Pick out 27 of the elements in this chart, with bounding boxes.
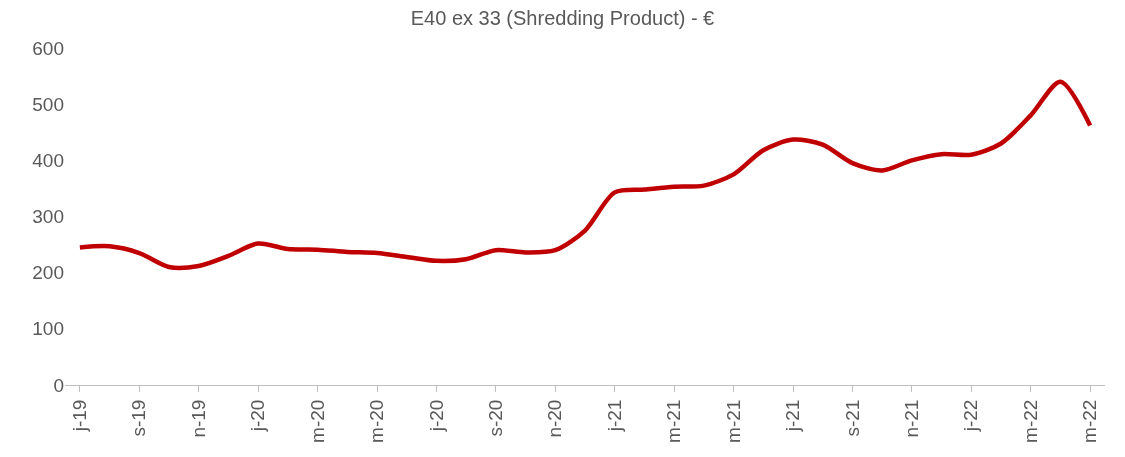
x-tick-label: m-22 (1079, 399, 1101, 443)
x-tick-label: m-21 (663, 399, 685, 443)
y-tick-label: 600 (32, 37, 64, 59)
x-tick-label: n-20 (544, 399, 566, 438)
chart-title: E40 ex 33 (Shredding Product) - € (410, 7, 715, 30)
line-series (77, 79, 1093, 270)
x-tick-label: j-21 (603, 399, 625, 433)
x-tick-label: n-19 (187, 399, 209, 438)
x-tick-label: j-20 (247, 399, 269, 433)
x-tick-label: m-20 (366, 399, 388, 443)
y-tick-label: 300 (32, 206, 64, 228)
y-tick-label: 100 (32, 318, 64, 340)
x-tick-label: s-19 (128, 399, 150, 437)
y-tick-label: 500 (32, 93, 64, 115)
x-tick-label: s-21 (841, 399, 863, 437)
x-tick-label: m-22 (1019, 399, 1041, 443)
y-tick-label: 0 (53, 374, 64, 396)
x-tick-label: m-21 (722, 399, 744, 443)
x-tick-label: j-20 (425, 399, 447, 433)
x-tick-label: n-21 (901, 399, 923, 438)
y-tick-label: 200 (32, 262, 64, 284)
x-tick-label: s-20 (485, 399, 507, 437)
x-tick-label: j-19 (69, 399, 91, 433)
x-tick-label: m-20 (306, 399, 328, 443)
x-tick-label: j-21 (782, 399, 804, 433)
y-tick-label: 400 (32, 149, 64, 171)
x-tick-label: j-22 (960, 399, 982, 433)
